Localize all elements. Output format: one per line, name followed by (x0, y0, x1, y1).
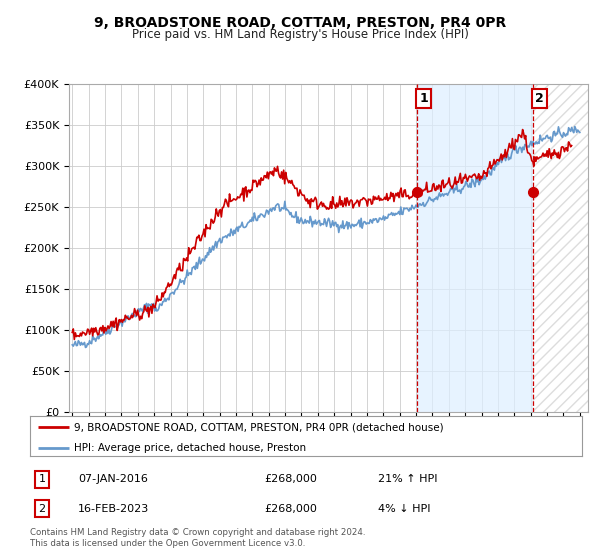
Text: 9, BROADSTONE ROAD, COTTAM, PRESTON, PR4 0PR: 9, BROADSTONE ROAD, COTTAM, PRESTON, PR4… (94, 16, 506, 30)
Text: £268,000: £268,000 (264, 503, 317, 514)
Text: Contains HM Land Registry data © Crown copyright and database right 2024.
This d: Contains HM Land Registry data © Crown c… (30, 528, 365, 548)
Bar (533, 84, 588, 412)
Text: 2: 2 (38, 503, 46, 514)
Bar (417, 84, 533, 412)
Text: 21% ↑ HPI: 21% ↑ HPI (378, 474, 437, 484)
Text: HPI: Average price, detached house, Preston: HPI: Average price, detached house, Pres… (74, 442, 306, 452)
Text: 1: 1 (419, 92, 428, 105)
Bar (533, 84, 588, 412)
Text: 1: 1 (38, 474, 46, 484)
Text: 9, BROADSTONE ROAD, COTTAM, PRESTON, PR4 0PR (detached house): 9, BROADSTONE ROAD, COTTAM, PRESTON, PR4… (74, 422, 444, 432)
Text: £268,000: £268,000 (264, 474, 317, 484)
Text: 07-JAN-2016: 07-JAN-2016 (78, 474, 148, 484)
Text: 4% ↓ HPI: 4% ↓ HPI (378, 503, 431, 514)
Text: 16-FEB-2023: 16-FEB-2023 (78, 503, 149, 514)
Text: 2: 2 (535, 92, 544, 105)
Text: Price paid vs. HM Land Registry's House Price Index (HPI): Price paid vs. HM Land Registry's House … (131, 28, 469, 41)
